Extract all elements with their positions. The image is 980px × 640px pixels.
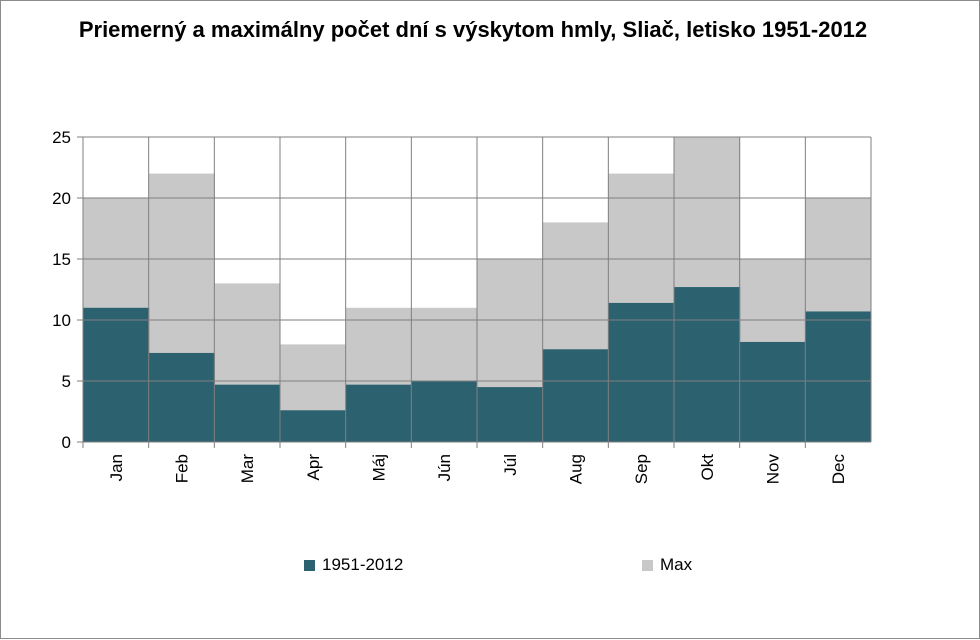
y-tick-label: 10 [52,311,71,330]
avg-bar-Aug [542,349,609,442]
y-tick-label: 25 [52,128,71,147]
legend-swatch [304,559,315,571]
y-tick-label: 15 [52,250,71,269]
avg-bar-Okt [674,287,741,442]
y-tick-label: 0 [62,433,71,452]
x-tick-label-Okt: Okt [698,454,717,481]
x-tick-label-Mar: Mar [238,454,257,484]
avg-bar-Dec [805,311,872,442]
x-tick-label-Aug: Aug [567,454,586,484]
x-tick-label-Apr: Apr [304,454,323,481]
avg-bar-Máj [345,384,412,442]
avg-bar-Mar [214,384,281,442]
x-tick-label-Júl: Júl [501,454,520,476]
chart-title: Priemerný a maximálny počet dní s výskyt… [78,17,868,42]
x-tick-label-Jún: Jún [435,454,454,481]
legend-label: Max [660,555,693,574]
y-tick-label: 5 [62,372,71,391]
x-tick-label-Máj: Máj [370,454,389,481]
legend-label: 1951-2012 [322,555,404,574]
avg-bar-Nov [739,341,806,442]
legend-swatch [642,559,653,571]
x-tick-label-Dec: Dec [829,454,848,485]
legend-item-avg: 1951-2012 [304,555,403,575]
x-tick-label-Sep: Sep [632,454,651,484]
y-tick-label: 20 [52,189,71,208]
chart-legend: 1951-2012 Max [1,554,980,576]
avg-bar-Feb [148,352,215,442]
avg-bar-Apr [280,410,347,442]
x-tick-label-Feb: Feb [173,454,192,483]
avg-bar-Sep [608,302,675,442]
legend-item-max: Max [642,555,692,575]
avg-bar-Jan [83,307,150,442]
avg-bar-Júl [477,387,544,442]
avg-bar-Jún [411,381,478,442]
x-tick-label-Nov: Nov [764,454,783,485]
x-tick-label-Jan: Jan [107,454,126,481]
